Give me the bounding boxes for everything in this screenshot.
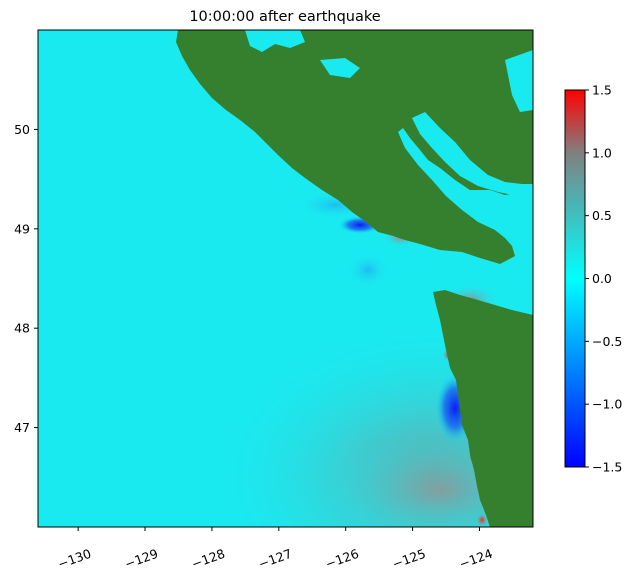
y-axis: 50 49 48 47 <box>14 122 38 435</box>
x-axis: −130 −129 −128 −127 −126 −125 −124 <box>56 527 495 572</box>
colorbar-tick-label: −0.5 <box>592 334 622 349</box>
x-tick-label: −126 <box>323 546 360 572</box>
x-tick-label: −129 <box>123 546 160 572</box>
chart-title: 10:00:00 after earthquake <box>189 9 380 25</box>
y-tick-label: 47 <box>14 420 30 435</box>
inlet-east <box>505 50 533 112</box>
x-tick-label: −124 <box>457 546 494 572</box>
colorbar-ticks: 1.5 1.0 0.5 0.0 −0.5 −1.0 −1.5 <box>585 83 622 475</box>
x-tick-label: −127 <box>256 546 293 572</box>
land-vancouver-island <box>176 30 533 264</box>
inlet-north-2 <box>320 58 360 78</box>
light-blue-patch <box>346 252 390 288</box>
colorbar-tick-label: −1.0 <box>592 397 622 412</box>
colorbar-tick-label: 0.5 <box>592 208 612 223</box>
x-tick-label: −125 <box>390 546 427 572</box>
y-tick-label: 50 <box>14 122 30 137</box>
land-washington <box>433 290 533 527</box>
x-tick-label: −130 <box>56 546 93 572</box>
plot-area <box>38 30 533 527</box>
puget-sound <box>512 232 533 300</box>
y-tick-label: 49 <box>14 221 30 236</box>
colorbar <box>564 89 586 468</box>
colorbar-tick-label: 1.5 <box>592 83 612 98</box>
inlet-north <box>245 30 305 52</box>
y-tick-label: 48 <box>14 321 30 336</box>
colorbar-tick-label: 0.0 <box>592 271 612 286</box>
colorbar-tick-label: 1.0 <box>592 145 612 160</box>
x-tick-label: −128 <box>190 546 227 572</box>
plot-frame <box>37 29 534 528</box>
strait-channel <box>412 112 533 198</box>
positive-crest-3 <box>477 514 487 526</box>
colorbar-tick-label: −1.5 <box>592 460 622 475</box>
